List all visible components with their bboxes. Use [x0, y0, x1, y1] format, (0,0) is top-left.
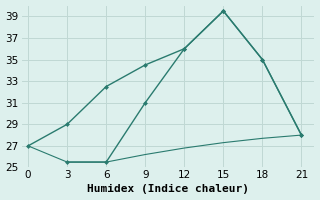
X-axis label: Humidex (Indice chaleur): Humidex (Indice chaleur) — [87, 184, 249, 194]
